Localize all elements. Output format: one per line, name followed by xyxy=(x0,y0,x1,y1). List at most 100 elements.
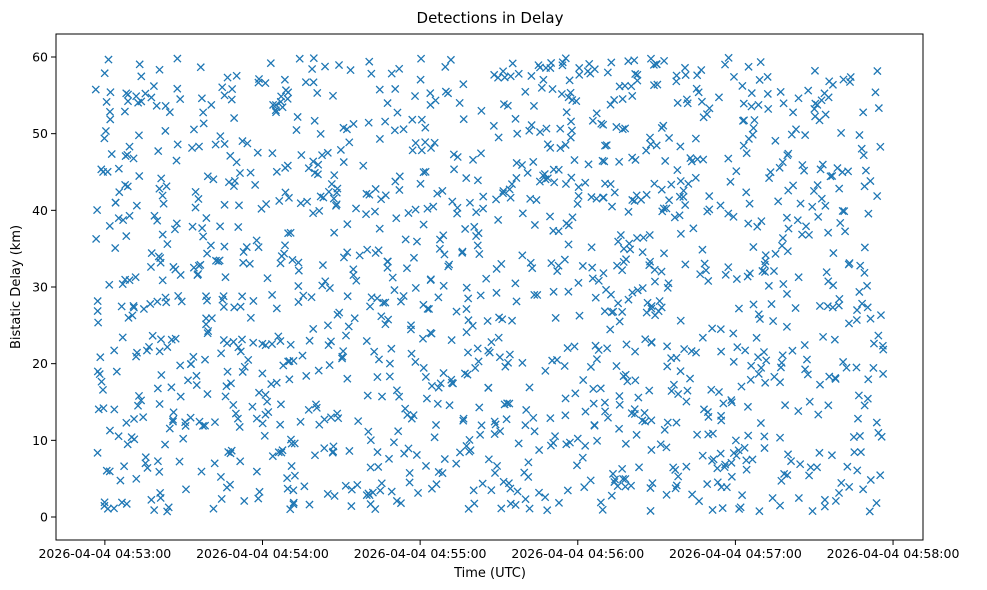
data-point xyxy=(459,416,468,425)
data-point xyxy=(775,501,785,510)
data-point xyxy=(373,448,382,457)
data-point xyxy=(405,468,414,477)
data-point xyxy=(375,134,384,144)
data-point xyxy=(661,156,670,166)
data-point xyxy=(541,493,550,502)
data-point xyxy=(827,451,836,460)
data-point xyxy=(852,363,861,372)
data-point xyxy=(767,299,776,309)
data-point xyxy=(836,218,845,227)
data-point xyxy=(390,126,399,135)
data-point xyxy=(210,459,219,468)
data-point xyxy=(606,290,616,299)
data-point xyxy=(529,413,538,422)
data-point xyxy=(518,251,527,260)
data-point xyxy=(153,216,162,225)
data-point xyxy=(581,178,590,187)
data-point xyxy=(258,369,267,378)
data-point xyxy=(599,269,608,278)
data-point xyxy=(187,143,197,153)
data-point xyxy=(196,63,205,72)
data-point xyxy=(280,241,290,250)
chart-title: Detections in Delay xyxy=(417,9,564,27)
data-point xyxy=(502,415,511,424)
data-point xyxy=(732,167,741,176)
y-axis: 0 10 20 30 40 50 60 xyxy=(32,50,56,525)
data-point xyxy=(667,354,676,363)
data-point xyxy=(477,106,486,115)
data-point xyxy=(693,155,702,164)
data-point xyxy=(573,434,582,443)
data-point xyxy=(662,443,671,452)
data-point xyxy=(366,463,375,472)
data-point xyxy=(757,363,766,372)
data-point xyxy=(125,276,134,285)
data-point xyxy=(231,409,240,418)
data-point xyxy=(176,270,185,280)
data-point xyxy=(744,62,753,71)
data-point xyxy=(781,401,790,410)
data-point xyxy=(508,59,517,68)
data-point xyxy=(804,86,813,95)
data-point xyxy=(484,455,493,464)
data-point xyxy=(586,476,595,485)
data-point xyxy=(93,367,102,376)
data-point xyxy=(591,293,600,302)
data-point xyxy=(235,422,244,432)
data-point xyxy=(685,374,695,383)
data-point xyxy=(91,85,100,94)
data-point xyxy=(148,331,157,340)
data-point xyxy=(252,467,261,476)
data-point xyxy=(474,357,483,366)
data-point xyxy=(632,430,641,439)
data-point xyxy=(461,224,470,234)
data-point xyxy=(246,168,255,177)
data-point xyxy=(276,420,285,429)
data-point xyxy=(118,333,127,342)
data-point xyxy=(263,397,272,406)
data-point xyxy=(667,386,676,396)
data-point xyxy=(349,265,358,274)
data-point xyxy=(747,102,756,111)
data-point xyxy=(434,293,443,302)
data-point xyxy=(689,224,698,233)
data-point xyxy=(628,288,637,297)
y-tick-label: 0 xyxy=(40,510,48,525)
data-point xyxy=(161,440,170,449)
data-point xyxy=(864,375,873,384)
data-point xyxy=(796,199,805,208)
data-point xyxy=(794,94,803,103)
data-point xyxy=(860,268,869,277)
data-point xyxy=(724,53,733,62)
data-point xyxy=(408,146,417,155)
data-point xyxy=(865,507,874,516)
data-point xyxy=(588,116,597,125)
data-point xyxy=(364,489,373,498)
data-point xyxy=(513,129,522,138)
data-point xyxy=(147,249,156,258)
data-point xyxy=(492,461,502,470)
data-point xyxy=(226,151,235,160)
data-point xyxy=(490,70,499,79)
data-point xyxy=(283,474,292,483)
data-point xyxy=(330,228,339,237)
data-point xyxy=(877,432,886,441)
data-point xyxy=(717,347,726,356)
data-point xyxy=(574,278,583,287)
data-point xyxy=(727,396,736,405)
data-point xyxy=(99,404,108,413)
data-point xyxy=(234,222,243,232)
data-point xyxy=(763,89,772,98)
data-point xyxy=(618,464,627,473)
data-point xyxy=(606,179,615,189)
data-point xyxy=(319,193,328,202)
data-point xyxy=(853,466,862,475)
data-point xyxy=(188,222,197,231)
data-point xyxy=(525,383,534,392)
data-point xyxy=(294,258,303,267)
data-point xyxy=(653,80,662,89)
data-point xyxy=(132,92,141,101)
data-point xyxy=(284,193,293,202)
data-point xyxy=(638,416,647,425)
data-point xyxy=(672,418,681,427)
